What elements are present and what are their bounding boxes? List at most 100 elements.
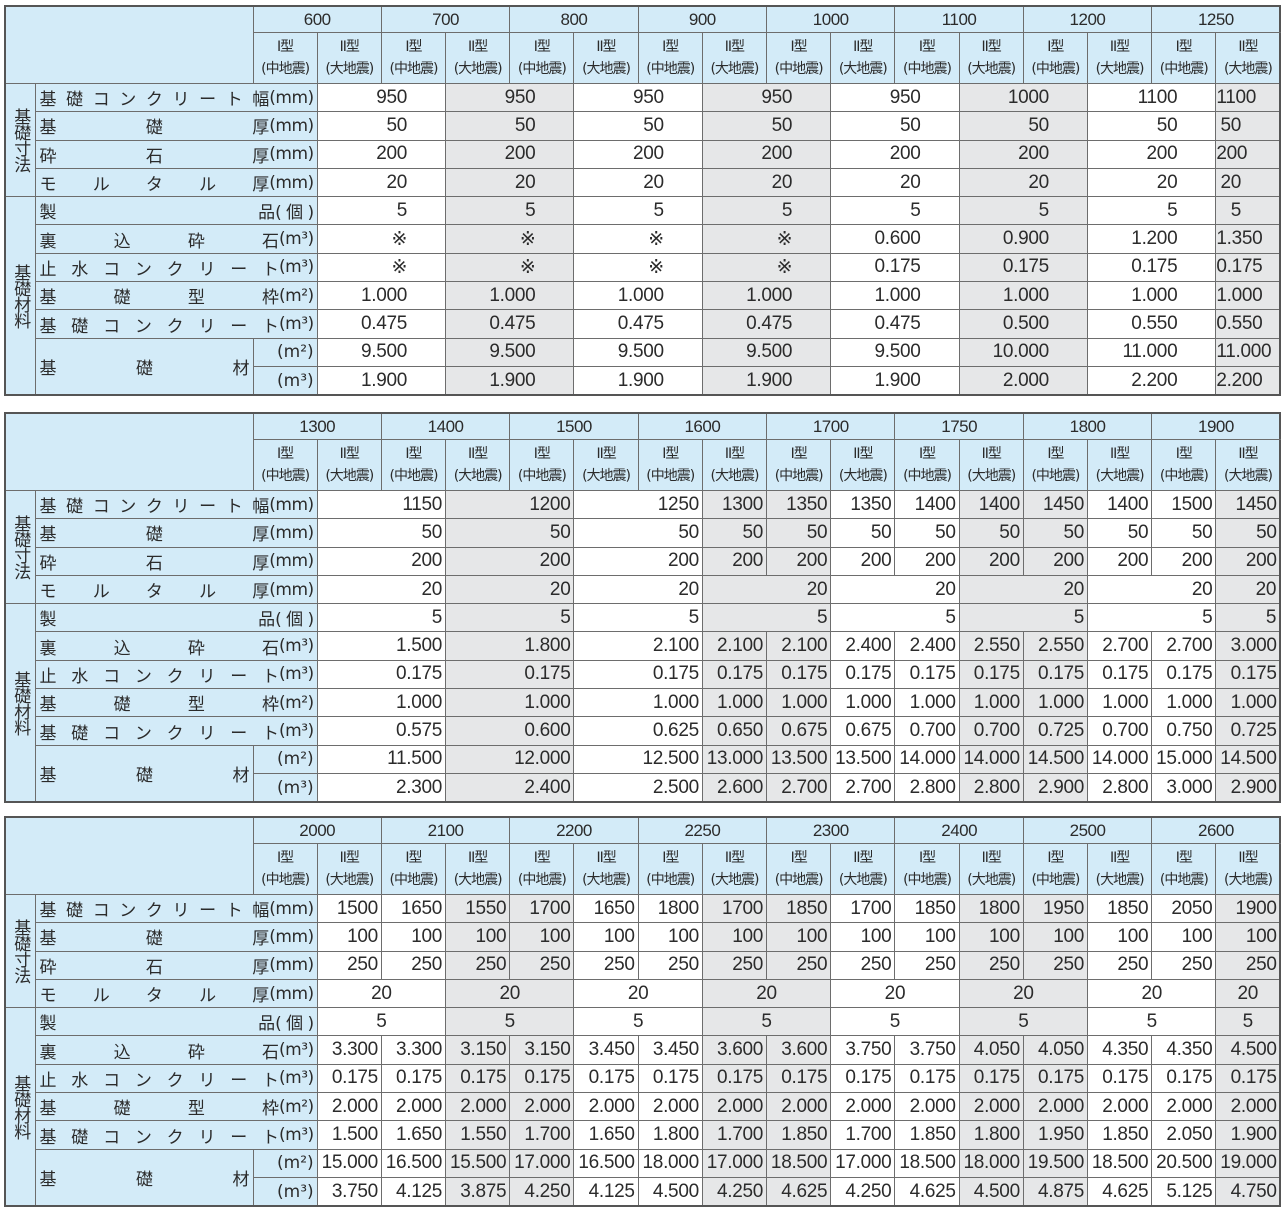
value-cell: 100 bbox=[316, 922, 382, 952]
value-cell: 5 bbox=[316, 603, 447, 633]
type-header: II型 (大地震) bbox=[573, 32, 639, 84]
type-header: I型 (中地震) bbox=[637, 32, 703, 84]
value-cell: 1.000 bbox=[1087, 688, 1153, 718]
value-cell: 5 bbox=[573, 603, 703, 633]
value-cell: 1.000 bbox=[445, 281, 575, 311]
value-cell: 2.550 bbox=[1022, 631, 1089, 661]
table-row: 裏込砕石 (m³) 1.500 1.800 2.100 2.100 2.100 2.400 2.… bbox=[5, 631, 1281, 661]
value-cell: 1.200 bbox=[1086, 224, 1217, 254]
type-name: II型 bbox=[468, 850, 488, 866]
value-cell: 18.000 bbox=[637, 1148, 703, 1178]
row-label: 基礎厚 (mm) bbox=[34, 111, 318, 141]
value-cell: 0.175 bbox=[509, 1063, 575, 1094]
type-name: I型 bbox=[918, 446, 936, 462]
value-cell: 250 bbox=[701, 950, 768, 980]
row-label: 砕石厚 (mm) bbox=[34, 139, 318, 169]
value-cell: 20 bbox=[316, 574, 447, 605]
row-unit: (m³) bbox=[279, 664, 314, 685]
row-label-text: 裏込砕石 bbox=[39, 638, 280, 659]
type-sub: (中地震) bbox=[1031, 61, 1080, 77]
value-cell: 2050 bbox=[1151, 893, 1217, 924]
value-cell: 100 bbox=[445, 922, 511, 952]
value-cell: 0.175 bbox=[1022, 659, 1089, 690]
value-cell: 50 bbox=[701, 111, 832, 141]
value-cell: 20 bbox=[830, 167, 960, 198]
type-name: I型 bbox=[405, 446, 422, 462]
value-cell: ※ bbox=[316, 224, 447, 254]
value-cell: 1350 bbox=[830, 489, 896, 520]
value-cell: 20 bbox=[701, 978, 832, 1009]
value-cell: 20 bbox=[1087, 574, 1217, 605]
row-label-text: 基礎コンクリート bbox=[39, 1127, 280, 1148]
value-cell: 2.000 bbox=[573, 1092, 639, 1122]
type-header: I型 (中地震) bbox=[894, 843, 960, 895]
value-cell: 4.125 bbox=[380, 1176, 447, 1207]
value-cell: 0.175 bbox=[573, 1063, 639, 1094]
size-header: 1700 bbox=[766, 412, 896, 440]
value-cell: 0.175 bbox=[894, 1063, 960, 1094]
type-header: I型 (中地震) bbox=[894, 32, 960, 84]
size-header: 2200 bbox=[509, 816, 639, 844]
type-name: I型 bbox=[277, 446, 294, 462]
type-name: II型 bbox=[981, 39, 1002, 55]
value-cell: 2.000 bbox=[1022, 1092, 1089, 1122]
value-cell: 2.900 bbox=[1215, 772, 1281, 803]
value-cell: 100 bbox=[573, 922, 639, 952]
value-cell: 200 bbox=[1215, 139, 1281, 169]
value-cell: 5 bbox=[830, 1007, 960, 1037]
value-cell: 2.000 bbox=[637, 1092, 703, 1122]
value-cell: 4.875 bbox=[1022, 1176, 1089, 1207]
row-label-text: 基礎コンクリート幅 bbox=[39, 901, 270, 922]
value-cell: 200 bbox=[830, 546, 896, 576]
value-cell: 0.175 bbox=[1215, 1063, 1281, 1094]
value-cell: 0.475 bbox=[573, 309, 703, 339]
row-label: 基礎コンクリート (m³) bbox=[34, 1120, 318, 1150]
type-name: II型 bbox=[596, 446, 616, 462]
value-cell: 1650 bbox=[380, 893, 447, 924]
value-cell: 100 bbox=[1151, 922, 1217, 952]
data-table: 1300 1400 1500 1600 1700 1750 1800 1900 I型 (中地震) I… bbox=[4, 412, 1282, 804]
row-unit: (m³) bbox=[279, 636, 314, 657]
value-cell: 18.500 bbox=[1087, 1148, 1153, 1178]
type-header: I型 (中地震) bbox=[766, 843, 832, 895]
size-header: 700 bbox=[380, 5, 511, 33]
row-label-text: 基礎型枠 bbox=[39, 695, 280, 716]
size-header: 1200 bbox=[1022, 5, 1153, 33]
value-cell: 17.000 bbox=[509, 1148, 575, 1178]
value-cell: 4.625 bbox=[894, 1176, 960, 1207]
row-unit: (mm) bbox=[269, 87, 314, 108]
value-cell: 250 bbox=[637, 950, 703, 980]
table-row: 基礎材 (m²) 11.500 12.000 12.500 13.000 13.500 13.… bbox=[5, 744, 1281, 803]
size-header: 800 bbox=[509, 5, 639, 33]
row-label-text: 砕石厚 bbox=[39, 957, 270, 978]
value-cell: 4.625 bbox=[1087, 1176, 1153, 1207]
type-sub: (大地震) bbox=[453, 872, 503, 888]
value-cell: 2.700 bbox=[830, 772, 896, 803]
table-row: (m³) 3.750 4.125 3.875 4.250 4.125 4.500 4.250 4… bbox=[5, 1176, 1281, 1207]
value-cell: 1.900 bbox=[1215, 1120, 1281, 1150]
type-header: II型 (大地震) bbox=[316, 32, 382, 84]
row-label-inner: 製品( 個 ) bbox=[40, 605, 315, 630]
value-cell: 4.125 bbox=[573, 1176, 639, 1207]
type-sub: (大地震) bbox=[710, 61, 759, 77]
value-cell: 20 bbox=[445, 167, 575, 198]
row-label-text: 基礎材 bbox=[39, 765, 250, 786]
row-label-text: 基礎コンクリート bbox=[39, 316, 280, 337]
type-header: I型 (中地震) bbox=[1151, 439, 1217, 491]
value-cell: 1.700 bbox=[701, 1120, 768, 1150]
type-sub: (中地震) bbox=[1159, 468, 1209, 484]
row-label: 基礎コンクリート (m³) bbox=[34, 716, 318, 746]
value-cell: 3.000 bbox=[1215, 631, 1281, 661]
type-name: II型 bbox=[853, 446, 873, 462]
value-cell: 50 bbox=[445, 518, 575, 548]
value-cell: 1.500 bbox=[316, 631, 447, 661]
type-sub: (中地震) bbox=[903, 872, 952, 888]
type-header: II型 (大地震) bbox=[701, 32, 768, 84]
row-label: 基礎厚 (mm) bbox=[34, 518, 318, 548]
type-header: I型 (中地震) bbox=[637, 843, 703, 895]
type-sub: (中地震) bbox=[389, 61, 439, 77]
size-header: 1000 bbox=[765, 5, 896, 33]
value-cell: 20 bbox=[701, 167, 832, 198]
value-cell: 250 bbox=[1022, 950, 1089, 980]
value-cell: 1.000 bbox=[1022, 688, 1089, 718]
